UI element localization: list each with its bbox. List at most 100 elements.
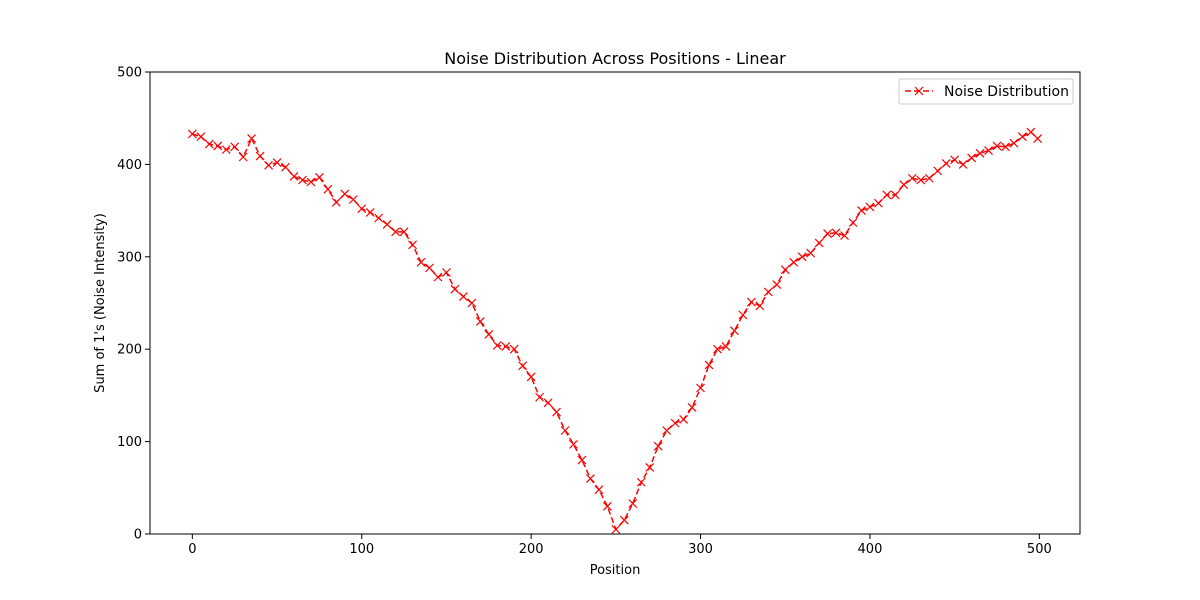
data-point-marker [950, 155, 960, 165]
data-point-marker [382, 220, 392, 229]
data-point-marker [636, 477, 646, 487]
data-point-marker [221, 145, 231, 155]
data-point-marker [357, 204, 367, 214]
chart-title: Noise Distribution Across Positions - Li… [444, 49, 786, 68]
data-point-marker [323, 184, 333, 194]
data-point-marker [1009, 138, 1019, 148]
data-point-marker [933, 166, 943, 176]
y-axis-label: Sum of 1's (Noise Intensity) [93, 213, 108, 393]
data-point-marker [416, 257, 426, 267]
data-point-marker [450, 284, 460, 294]
data-point-marker [831, 228, 841, 238]
data-point-marker [975, 148, 985, 158]
data-point-marker [569, 439, 578, 449]
data-point-marker [289, 171, 299, 181]
data-point-marker [619, 515, 629, 525]
y-tick-label: 500 [117, 66, 142, 81]
data-point-marker [916, 175, 926, 185]
data-point-marker [907, 173, 917, 183]
legend: Noise Distribution [898, 78, 1074, 105]
data-point-marker [704, 360, 714, 370]
data-point-marker [738, 310, 748, 320]
data-point-marker [230, 142, 240, 152]
data-point-marker [653, 441, 663, 451]
data-point-marker [196, 132, 206, 142]
data-point-marker [255, 151, 265, 161]
x-tick-label: 200 [519, 542, 544, 557]
data-point-marker [391, 227, 401, 237]
data-point-marker [662, 426, 672, 435]
data-point-marker [645, 463, 655, 472]
data-point-marker [543, 398, 553, 408]
legend-box [898, 78, 1074, 105]
y-tick-label: 300 [117, 250, 142, 265]
data-point-marker [306, 177, 316, 187]
data-point-marker [602, 501, 612, 511]
data-point-marker [560, 426, 570, 435]
data-point-marker [425, 263, 434, 273]
data-point-marker [442, 268, 451, 277]
data-point-marker [730, 326, 739, 336]
data-point-marker [679, 414, 689, 424]
data-point-marker [374, 213, 384, 223]
data-point-marker [594, 485, 604, 495]
data-point-marker [924, 173, 934, 183]
data-point-marker [628, 499, 638, 508]
data-point-marker [187, 129, 197, 139]
data-point-marker [840, 231, 849, 240]
data-point-marker [577, 455, 587, 465]
data-point-marker [348, 195, 358, 204]
data-point-marker [365, 208, 375, 217]
data-point-marker [281, 162, 290, 172]
data-point-marker [857, 206, 866, 216]
data-point-marker [721, 342, 731, 351]
data-point-marker [899, 180, 909, 190]
legend-entry-label: Noise Distribution [944, 84, 1069, 100]
data-point-marker [1033, 134, 1043, 143]
data-point-marker [458, 292, 468, 301]
data-point-marker [958, 159, 968, 169]
data-point-marker [882, 190, 892, 200]
data-point-marker [509, 344, 519, 354]
x-axis: 0 100 200 300 400 500 [188, 534, 1052, 557]
x-tick-label: 400 [858, 542, 883, 557]
data-point-marker [535, 392, 545, 402]
data-point-marker [873, 198, 883, 208]
data-point-marker [755, 301, 765, 311]
data-point-marker [789, 257, 799, 267]
data-point-marker [941, 159, 951, 168]
data-point-marker [797, 252, 807, 262]
data-point-marker [484, 329, 494, 339]
data-point-marker [501, 342, 511, 351]
data-point-marker [848, 218, 858, 228]
data-point-marker [492, 341, 502, 350]
data-point-marker [670, 418, 680, 428]
data-point-marker [746, 297, 756, 307]
data-point-marker [526, 372, 536, 382]
data-point-marker [780, 265, 790, 275]
data-point-marker [314, 172, 324, 182]
data-point-marker [806, 248, 816, 258]
x-tick-label: 500 [1027, 542, 1052, 557]
x-tick-label: 0 [188, 542, 196, 557]
data-point-marker [247, 134, 257, 143]
data-point-marker [772, 280, 782, 289]
x-axis-label: Position [590, 563, 641, 578]
data-point-marker [272, 158, 282, 167]
data-point-marker [340, 189, 350, 199]
data-point-marker [696, 383, 705, 393]
data-point-marker [992, 141, 1002, 151]
data-point-marker [814, 238, 824, 248]
data-point-marker [611, 524, 621, 534]
data-point-marker [552, 407, 561, 417]
data-point-marker [890, 190, 900, 200]
data-point-marker [408, 240, 417, 250]
y-tick-label: 400 [117, 158, 142, 173]
data-point-marker [475, 317, 485, 326]
data-point-marker [238, 152, 248, 162]
data-point-marker [433, 272, 443, 282]
y-tick-label: 200 [117, 343, 142, 358]
plot-frame [149, 71, 1081, 535]
data-point-marker [298, 175, 307, 185]
